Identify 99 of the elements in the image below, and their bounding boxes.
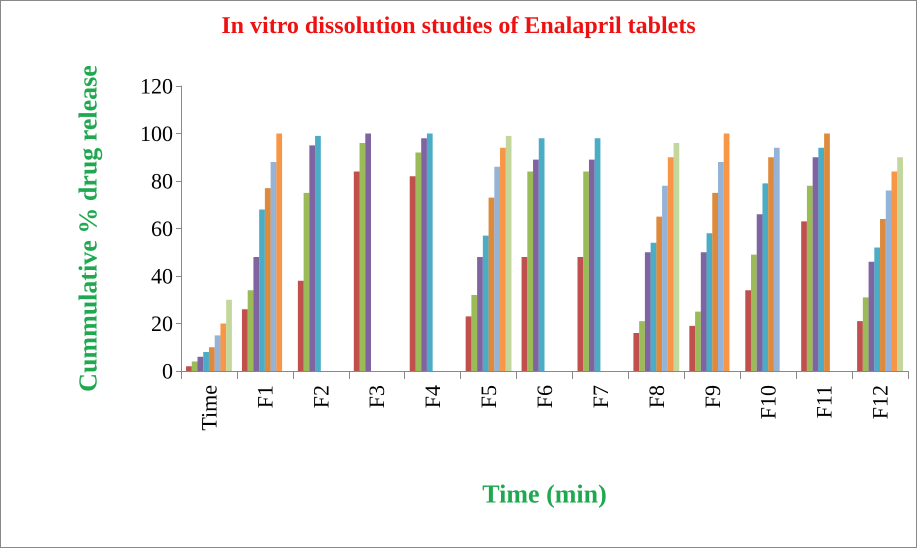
- bar: [745, 290, 751, 371]
- y-tick-label: 60: [151, 216, 173, 241]
- bar: [824, 134, 830, 371]
- x-axis-title: Time (min): [482, 480, 607, 508]
- bar: [656, 216, 662, 371]
- bar: [365, 134, 371, 371]
- bar: [248, 290, 254, 371]
- bar: [533, 160, 539, 371]
- bar: [309, 145, 316, 371]
- bar: [253, 257, 260, 371]
- bar: [774, 148, 780, 371]
- bar: [270, 162, 276, 371]
- bar: [724, 134, 730, 371]
- bar: [756, 214, 762, 371]
- bar: [594, 138, 600, 371]
- bar: [477, 257, 483, 371]
- bar: [857, 321, 863, 371]
- bar: [259, 210, 265, 371]
- bar: [538, 138, 544, 371]
- bar: [750, 254, 757, 371]
- bar: [712, 192, 718, 371]
- bar: [500, 148, 506, 371]
- bar: [410, 176, 416, 371]
- x-tick-label: F7: [588, 385, 613, 408]
- bar: [276, 134, 282, 371]
- y-axis-title: Cummulative % drug release: [74, 65, 102, 392]
- x-tick-label: F5: [476, 385, 502, 408]
- chart-title: In vitro dissolution studies of Enalapril tablets: [221, 13, 696, 39]
- y-tick-label: 20: [151, 311, 173, 336]
- bar: [426, 134, 433, 371]
- bar: [471, 295, 478, 371]
- bar: [583, 172, 589, 371]
- x-tick-label: F1: [252, 385, 278, 408]
- bar: [208, 347, 215, 371]
- bar: [768, 157, 774, 371]
- bar: [421, 138, 427, 371]
- bar: [186, 366, 192, 371]
- bar: [466, 316, 472, 371]
- bar: [718, 162, 724, 371]
- y-tick-label: 80: [151, 168, 173, 194]
- bar: [639, 321, 645, 371]
- bar: [488, 198, 494, 371]
- bar: [522, 257, 528, 371]
- x-tick-label: F10: [756, 385, 781, 420]
- y-tick-label: 40: [151, 264, 173, 288]
- bar: [892, 172, 898, 371]
- x-tick-label: F12: [868, 385, 893, 420]
- bar: [897, 157, 903, 371]
- bar: [192, 362, 198, 371]
- bar: [354, 172, 360, 371]
- x-tick-label: F2: [308, 385, 334, 408]
- x-tick-label: F9: [700, 385, 725, 408]
- bar: [214, 335, 220, 371]
- bar: [203, 352, 209, 371]
- bar: [880, 219, 886, 371]
- bar: [494, 166, 500, 371]
- y-tick-label: 0: [162, 358, 173, 384]
- x-tick-label: F3: [364, 385, 390, 408]
- bar: [577, 257, 584, 371]
- bar: [662, 186, 668, 371]
- bar: [415, 152, 422, 371]
- bar: [315, 136, 321, 371]
- bar: [264, 188, 271, 371]
- bar: [801, 221, 807, 371]
- bar: [886, 190, 892, 371]
- bar: [360, 143, 366, 371]
- bar: [812, 157, 818, 371]
- bar: [695, 312, 701, 371]
- bar: [862, 297, 869, 371]
- bar: [527, 172, 534, 371]
- x-tick-label: F8: [644, 385, 669, 408]
- x-tick-label: F4: [420, 385, 446, 408]
- bar: [482, 236, 489, 371]
- bar: [197, 356, 204, 371]
- bar: [762, 183, 768, 371]
- x-tick-label: F11: [812, 385, 837, 418]
- bar: [633, 333, 640, 371]
- bar: [874, 248, 880, 371]
- bar: [644, 252, 651, 371]
- x-tick-label: Time: [196, 385, 222, 431]
- bar: [242, 309, 248, 371]
- bar: [806, 186, 813, 371]
- bar: [674, 143, 680, 371]
- bar: [506, 136, 512, 371]
- bar: [650, 242, 656, 371]
- bar: [226, 300, 232, 371]
- bar: [868, 262, 874, 371]
- bar: [588, 160, 595, 371]
- bar: [689, 326, 696, 371]
- bar: [220, 324, 226, 371]
- x-tick-label: F6: [532, 385, 557, 408]
- bar: [304, 192, 310, 371]
- bar: [298, 280, 304, 371]
- y-tick-label: 100: [140, 121, 173, 146]
- y-tick-label: 120: [140, 74, 173, 98]
- bar: [818, 148, 824, 371]
- bar: [706, 233, 712, 371]
- bar: [700, 252, 707, 371]
- bar: [668, 157, 674, 371]
